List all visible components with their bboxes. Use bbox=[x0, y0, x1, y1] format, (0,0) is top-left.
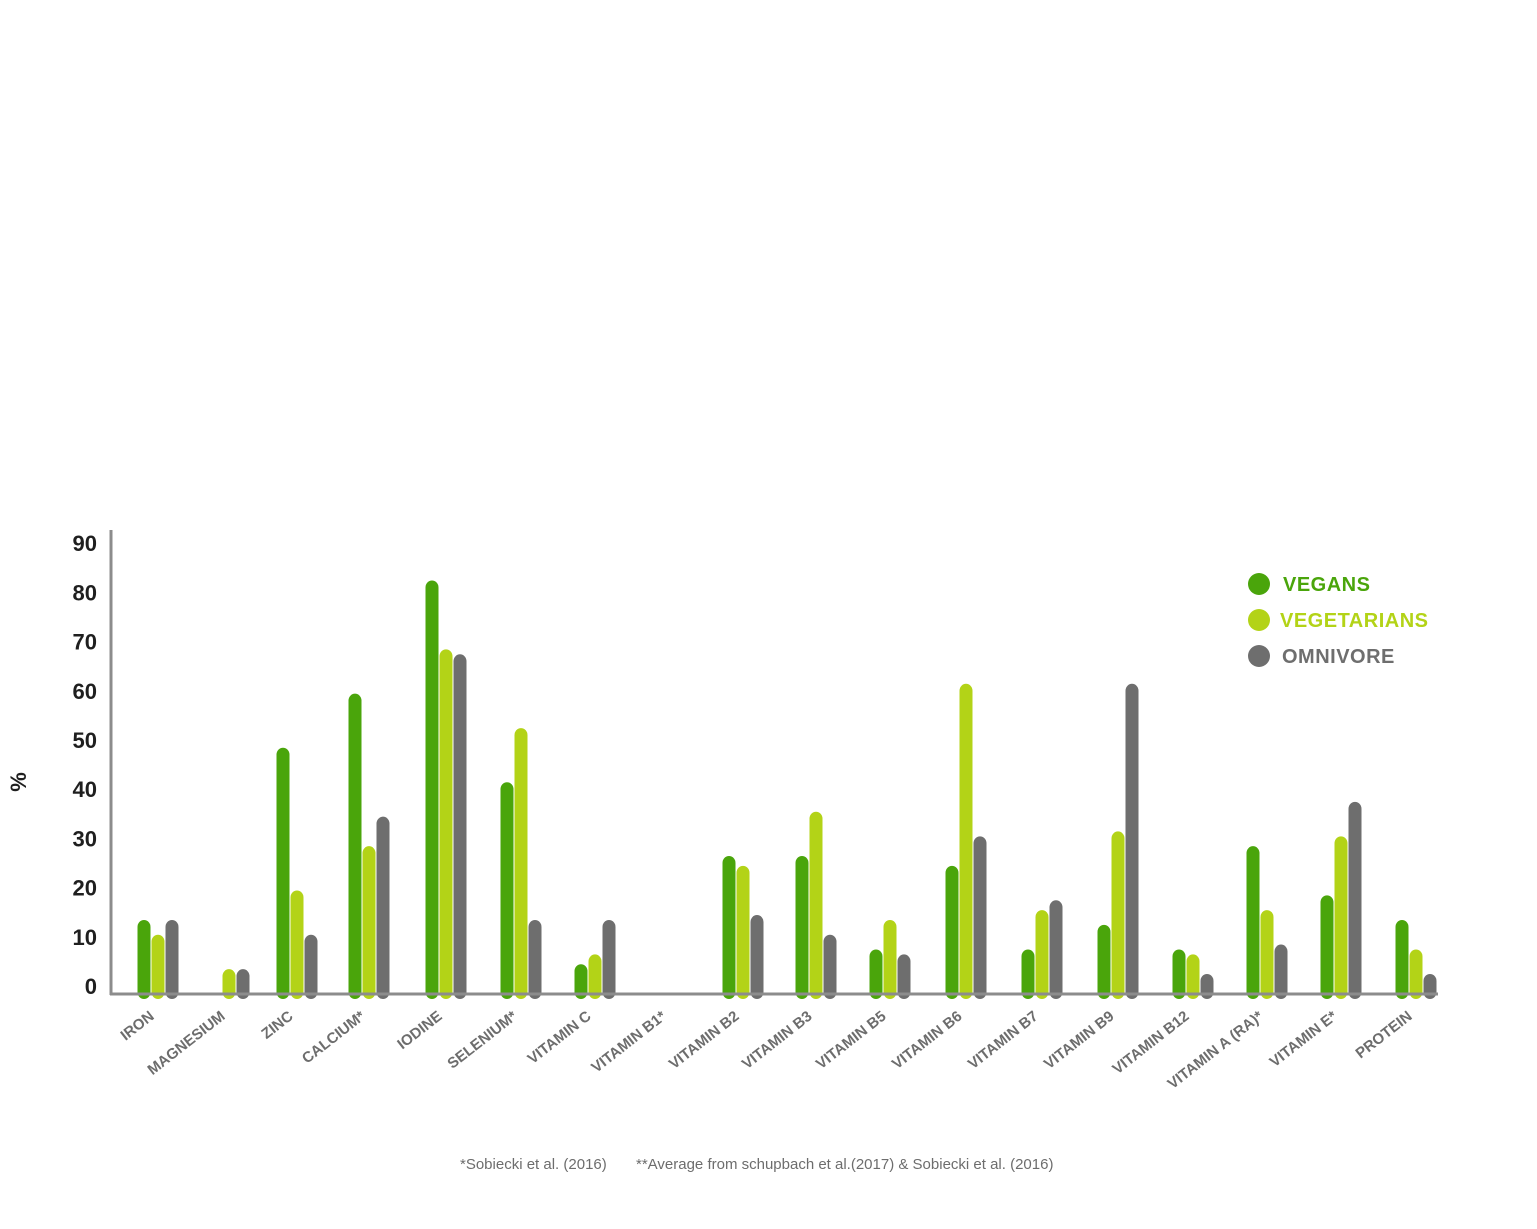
footnote-2: **Average from schupbach et al.(2017) & … bbox=[636, 1156, 1053, 1173]
x-tick-label: MAGNESIUM bbox=[144, 1008, 228, 1079]
bar-omnivore-5 bbox=[528, 919, 542, 999]
bar-vegans-16 bbox=[1320, 895, 1334, 999]
bar-vegetarians-4 bbox=[439, 649, 453, 999]
y-tick-label: 50 bbox=[73, 728, 97, 753]
bar-vegetarians-1 bbox=[222, 969, 236, 999]
bar-vegans-15 bbox=[1246, 846, 1260, 999]
y-tick-label: 30 bbox=[73, 826, 97, 851]
bar-vegans-2 bbox=[276, 747, 290, 999]
bar-vegans-17 bbox=[1395, 919, 1409, 999]
y-tick-label: 90 bbox=[73, 531, 97, 556]
bar-omnivore-12 bbox=[1049, 900, 1063, 999]
x-tick-label: VITAMIN C bbox=[524, 1008, 594, 1068]
y-tick-label: 80 bbox=[73, 580, 97, 605]
bar-vegetarians-3 bbox=[362, 846, 376, 999]
legend-marker-vegans bbox=[1248, 573, 1270, 595]
x-tick-label: VITAMIN B6 bbox=[889, 1008, 966, 1073]
bar-omnivore-13 bbox=[1125, 683, 1139, 999]
y-tick-label: 20 bbox=[73, 876, 97, 901]
bar-vegetarians-15 bbox=[1260, 910, 1274, 999]
y-tick-label: 10 bbox=[73, 925, 97, 950]
bar-vegans-14 bbox=[1172, 949, 1186, 999]
bar-omnivore-2 bbox=[304, 934, 318, 999]
bar-vegans-13 bbox=[1097, 924, 1111, 999]
x-tick-label: PROTEIN bbox=[1352, 1008, 1415, 1062]
bar-vegans-9 bbox=[795, 856, 809, 999]
bar-vegans-12 bbox=[1021, 949, 1035, 999]
y-tick-label: 70 bbox=[73, 630, 97, 655]
y-tick-label: 0 bbox=[85, 974, 97, 999]
bar-vegans-5 bbox=[500, 782, 514, 999]
bar-vegans-4 bbox=[425, 580, 439, 999]
x-tick-label: IODINE bbox=[394, 1008, 445, 1053]
bar-vegans-3 bbox=[348, 693, 362, 999]
bar-omnivore-16 bbox=[1348, 801, 1362, 999]
bar-vegetarians-11 bbox=[959, 683, 973, 999]
bar-vegetarians-16 bbox=[1334, 836, 1348, 999]
bar-vegetarians-5 bbox=[514, 728, 528, 999]
x-tick-label: ZINC bbox=[258, 1008, 296, 1043]
x-tick-label: CALCIUM* bbox=[299, 1008, 369, 1068]
bar-omnivore-8 bbox=[750, 915, 764, 999]
x-tick-label: IRON bbox=[117, 1008, 157, 1044]
bar-vegans-0 bbox=[137, 919, 151, 999]
legend: VEGANS VEGETARIANS OMNIVORE bbox=[1248, 573, 1428, 668]
x-tick-label: VITAMIN B5 bbox=[813, 1008, 890, 1073]
y-axis-label: % bbox=[6, 772, 31, 792]
bar-omnivore-15 bbox=[1274, 944, 1288, 999]
bar-omnivore-0 bbox=[165, 919, 179, 999]
x-tick-label: SELENIUM* bbox=[444, 1008, 520, 1073]
bar-vegetarians-6 bbox=[588, 954, 602, 999]
y-tick-label: 40 bbox=[73, 777, 97, 802]
bar-vegetarians-17 bbox=[1409, 949, 1423, 999]
x-tick-label: VITAMIN B2 bbox=[666, 1008, 743, 1073]
bar-omnivore-1 bbox=[236, 969, 250, 999]
legend-label-omnivore: OMNIVORE bbox=[1282, 646, 1395, 668]
x-tick-label: VITAMIN B7 bbox=[965, 1008, 1042, 1073]
bar-vegetarians-12 bbox=[1035, 910, 1049, 999]
bar-omnivore-11 bbox=[973, 836, 987, 999]
legend-label-vegans: VEGANS bbox=[1283, 574, 1370, 596]
bar-omnivore-6 bbox=[602, 919, 616, 999]
x-tick-label: VITAMIN B9 bbox=[1041, 1008, 1118, 1073]
footnote-1: *Sobiecki et al. (2016) bbox=[460, 1156, 607, 1173]
bar-omnivore-10 bbox=[897, 954, 911, 999]
bar-vegans-11 bbox=[945, 865, 959, 999]
bar-vegetarians-9 bbox=[809, 811, 823, 999]
legend-marker-vegetarians bbox=[1248, 609, 1270, 631]
bar-vegans-8 bbox=[722, 856, 736, 999]
y-tick-labels: 0 10 20 30 40 50 60 70 80 90 bbox=[73, 531, 97, 999]
bar-vegans-10 bbox=[869, 949, 883, 999]
x-tick-label: VITAMIN B1* bbox=[588, 1008, 669, 1077]
bar-group bbox=[137, 580, 1437, 999]
bar-omnivore-4 bbox=[453, 654, 467, 999]
y-tick-label: 60 bbox=[73, 679, 97, 704]
bar-vegetarians-2 bbox=[290, 890, 304, 999]
x-tick-label: VITAMIN B3 bbox=[739, 1008, 816, 1073]
bar-vegetarians-10 bbox=[883, 919, 897, 999]
bar-omnivore-3 bbox=[376, 816, 390, 999]
bar-vegetarians-13 bbox=[1111, 831, 1125, 999]
bar-vegetarians-0 bbox=[151, 934, 165, 999]
bar-omnivore-9 bbox=[823, 934, 837, 999]
legend-label-vegetarians: VEGETARIANS bbox=[1280, 610, 1428, 632]
legend-marker-omnivore bbox=[1248, 645, 1270, 667]
x-tick-label: VITAMIN E* bbox=[1267, 1008, 1341, 1071]
bar-vegetarians-14 bbox=[1186, 954, 1200, 999]
bar-vegetarians-8 bbox=[736, 865, 750, 999]
bar-vegans-6 bbox=[574, 964, 588, 999]
